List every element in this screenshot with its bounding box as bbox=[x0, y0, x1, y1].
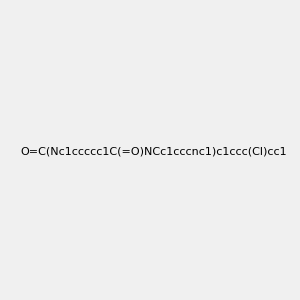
Text: O=C(Nc1ccccc1C(=O)NCc1cccnc1)c1ccc(Cl)cc1: O=C(Nc1ccccc1C(=O)NCc1cccnc1)c1ccc(Cl)cc… bbox=[20, 146, 287, 157]
